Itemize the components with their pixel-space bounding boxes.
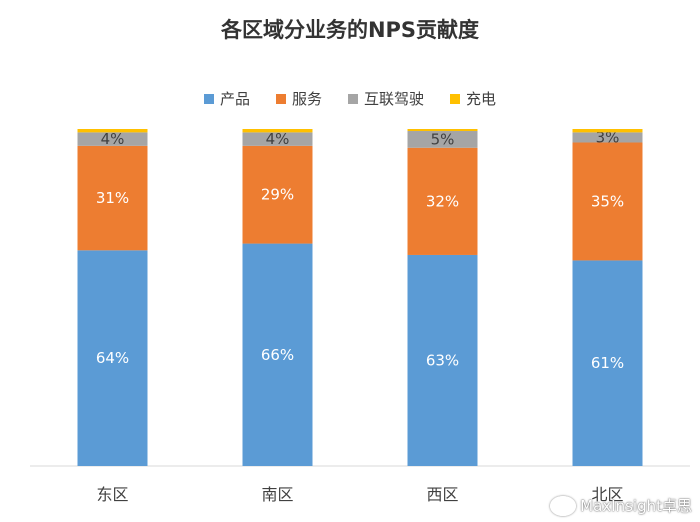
weibo-logo-icon — [550, 495, 577, 516]
legend-item-service: 服务 — [275, 88, 322, 109]
bar-south-product — [242, 243, 313, 466]
data-label-south-connected-driving: 4% — [266, 130, 290, 148]
bar-east-product — [77, 250, 148, 466]
bar-east-service — [77, 145, 148, 251]
bar-north-product — [572, 260, 643, 466]
x-tick-label-north: 北区 — [591, 485, 623, 504]
legend-item-product: 产品 — [203, 88, 250, 109]
legend-swatch-connected-driving — [348, 93, 358, 104]
legend-label-service: 服务 — [291, 90, 322, 108]
legend-swatch-charging — [450, 93, 461, 104]
bar-north-service — [572, 142, 643, 261]
data-label-north-connected-driving: 3% — [596, 128, 620, 146]
legend: 产品 服务 互联驾驶 充电 — [0, 88, 700, 109]
x-tick-label-west: 西区 — [426, 485, 458, 504]
data-label-north-product: 61% — [591, 354, 624, 372]
bar-west-charging — [407, 129, 478, 132]
x-tick-label-south: 南区 — [261, 485, 293, 504]
data-label-east-service: 31% — [96, 189, 129, 207]
legend-item-connected-driving: 互联驾驶 — [348, 88, 424, 109]
bar-north-charging — [572, 129, 643, 133]
legend-label-connected-driving: 互联驾驶 — [364, 90, 425, 108]
bar-east-charging — [77, 129, 148, 133]
legend-swatch-service — [275, 93, 286, 104]
data-label-west-service: 32% — [426, 192, 459, 210]
legend-item-charging: 充电 — [450, 88, 496, 109]
x-tick-label-east: 东区 — [96, 485, 128, 504]
bar-west-product — [407, 254, 478, 466]
data-label-west-connected-driving: 5% — [431, 130, 455, 148]
data-label-east-product: 64% — [96, 349, 129, 367]
legend-label-charging: 充电 — [466, 90, 497, 108]
bar-south-charging — [242, 129, 313, 133]
bar-north-connected-driving — [572, 132, 643, 143]
data-label-south-product: 66% — [261, 346, 294, 364]
bar-south-service — [242, 145, 313, 244]
bar-south-connected-driving — [242, 132, 313, 146]
bar-east-connected-driving — [77, 132, 148, 146]
data-label-east-connected-driving: 4% — [101, 130, 125, 148]
watermark-text: MaxInsight卓思 — [580, 497, 692, 515]
bar-west-service — [407, 147, 478, 255]
data-label-north-service: 35% — [591, 192, 624, 210]
watermark: MaxInsight卓思 — [550, 495, 692, 516]
bar-west-connected-driving — [407, 131, 478, 148]
data-label-west-product: 63% — [426, 351, 459, 369]
chart-title: 各区域分业务的NPS贡献度 — [220, 18, 480, 42]
legend-label-product: 产品 — [219, 90, 250, 108]
legend-swatch-product — [203, 93, 214, 104]
data-label-south-service: 29% — [261, 186, 294, 204]
